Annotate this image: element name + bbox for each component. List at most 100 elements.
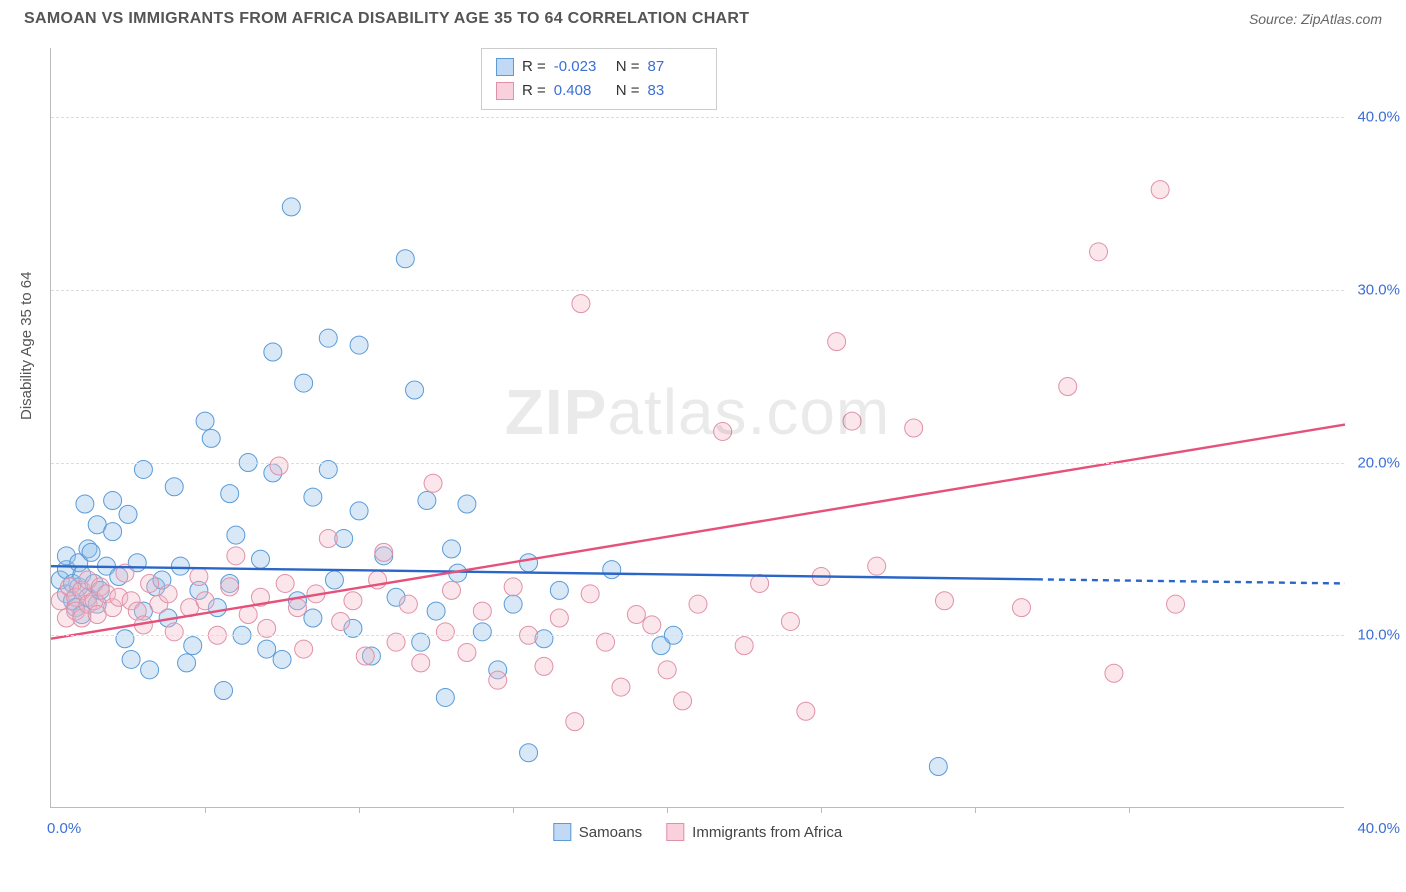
x-tick (205, 807, 206, 813)
legend-label: Immigrants from Africa (692, 824, 842, 841)
data-point (735, 637, 753, 655)
data-point (273, 650, 291, 668)
data-point (295, 374, 313, 392)
data-point (221, 578, 239, 596)
data-point (104, 523, 122, 541)
legend-item-immigrants: Immigrants from Africa (666, 823, 842, 841)
data-point (581, 585, 599, 603)
data-point (119, 505, 137, 523)
data-point (458, 495, 476, 513)
data-point (396, 250, 414, 268)
data-point (258, 640, 276, 658)
legend-item-samoans: Samoans (553, 823, 642, 841)
data-point (304, 488, 322, 506)
data-point (504, 595, 522, 613)
data-point (202, 429, 220, 447)
r-value-immigrants: 0.408 (554, 79, 608, 103)
data-point (418, 492, 436, 510)
data-point (520, 554, 538, 572)
data-point (270, 457, 288, 475)
data-point (627, 606, 645, 624)
scatter-svg (51, 48, 1344, 807)
swatch-blue-icon (496, 58, 514, 76)
data-point (319, 329, 337, 347)
data-point (304, 609, 322, 627)
data-point (227, 547, 245, 565)
data-point (1090, 243, 1108, 261)
data-point (375, 543, 393, 561)
data-point (165, 478, 183, 496)
data-point (550, 609, 568, 627)
data-point (116, 630, 134, 648)
data-point (520, 744, 538, 762)
data-point (141, 661, 159, 679)
data-point (1059, 378, 1077, 396)
data-point (350, 502, 368, 520)
data-point (489, 671, 507, 689)
data-point (751, 574, 769, 592)
data-point (572, 295, 590, 313)
data-point (603, 561, 621, 579)
gridline (51, 290, 1344, 291)
data-point (1013, 599, 1031, 617)
data-point (473, 623, 491, 641)
gridline (51, 635, 1344, 636)
data-point (566, 713, 584, 731)
legend-row-samoans: R = -0.023 N = 87 (496, 55, 702, 79)
data-point (276, 574, 294, 592)
swatch-pink-icon (496, 82, 514, 100)
series-legend: Samoans Immigrants from Africa (553, 823, 842, 841)
data-point (612, 678, 630, 696)
data-point (424, 474, 442, 492)
gridline (51, 117, 1344, 118)
r-value-samoans: -0.023 (554, 55, 608, 79)
data-point (436, 688, 454, 706)
data-point (190, 568, 208, 586)
data-point (282, 198, 300, 216)
data-point (935, 592, 953, 610)
data-point (473, 602, 491, 620)
data-point (504, 578, 522, 596)
data-point (104, 492, 122, 510)
data-point (350, 336, 368, 354)
x-tick (975, 807, 976, 813)
data-point (399, 595, 417, 613)
data-point (658, 661, 676, 679)
correlation-legend: R = -0.023 N = 87 R = 0.408 N = 83 (481, 48, 717, 110)
x-tick (359, 807, 360, 813)
data-point (159, 585, 177, 603)
data-point (196, 592, 214, 610)
page-title: SAMOAN VS IMMIGRANTS FROM AFRICA DISABIL… (24, 10, 749, 28)
data-point (215, 682, 233, 700)
n-value-samoans: 87 (648, 55, 702, 79)
data-point (929, 758, 947, 776)
data-point (905, 419, 923, 437)
data-point (178, 654, 196, 672)
y-tick-label: 20.0% (1357, 454, 1400, 471)
source-attribution: Source: ZipAtlas.com (1249, 11, 1382, 27)
swatch-blue-icon (553, 823, 571, 841)
x-tick (513, 807, 514, 813)
data-point (436, 623, 454, 641)
data-point (674, 692, 692, 710)
trend-line-extrapolated (1037, 579, 1345, 583)
x-axis-label-max: 40.0% (1357, 820, 1400, 837)
data-point (868, 557, 886, 575)
n-value-immigrants: 83 (648, 79, 702, 103)
data-point (406, 381, 424, 399)
data-point (550, 581, 568, 599)
chart-plot-area: ZIPatlas.com R = -0.023 N = 87 R = 0.408… (50, 48, 1344, 808)
data-point (295, 640, 313, 658)
data-point (288, 599, 306, 617)
data-point (1151, 181, 1169, 199)
y-axis-label: Disability Age 35 to 64 (18, 272, 35, 420)
data-point (1105, 664, 1123, 682)
data-point (82, 543, 100, 561)
x-axis-label-min: 0.0% (47, 820, 81, 837)
data-point (781, 612, 799, 630)
data-point (184, 637, 202, 655)
legend-label: Samoans (579, 824, 642, 841)
data-point (443, 540, 461, 558)
data-point (141, 574, 159, 592)
data-point (122, 650, 140, 668)
